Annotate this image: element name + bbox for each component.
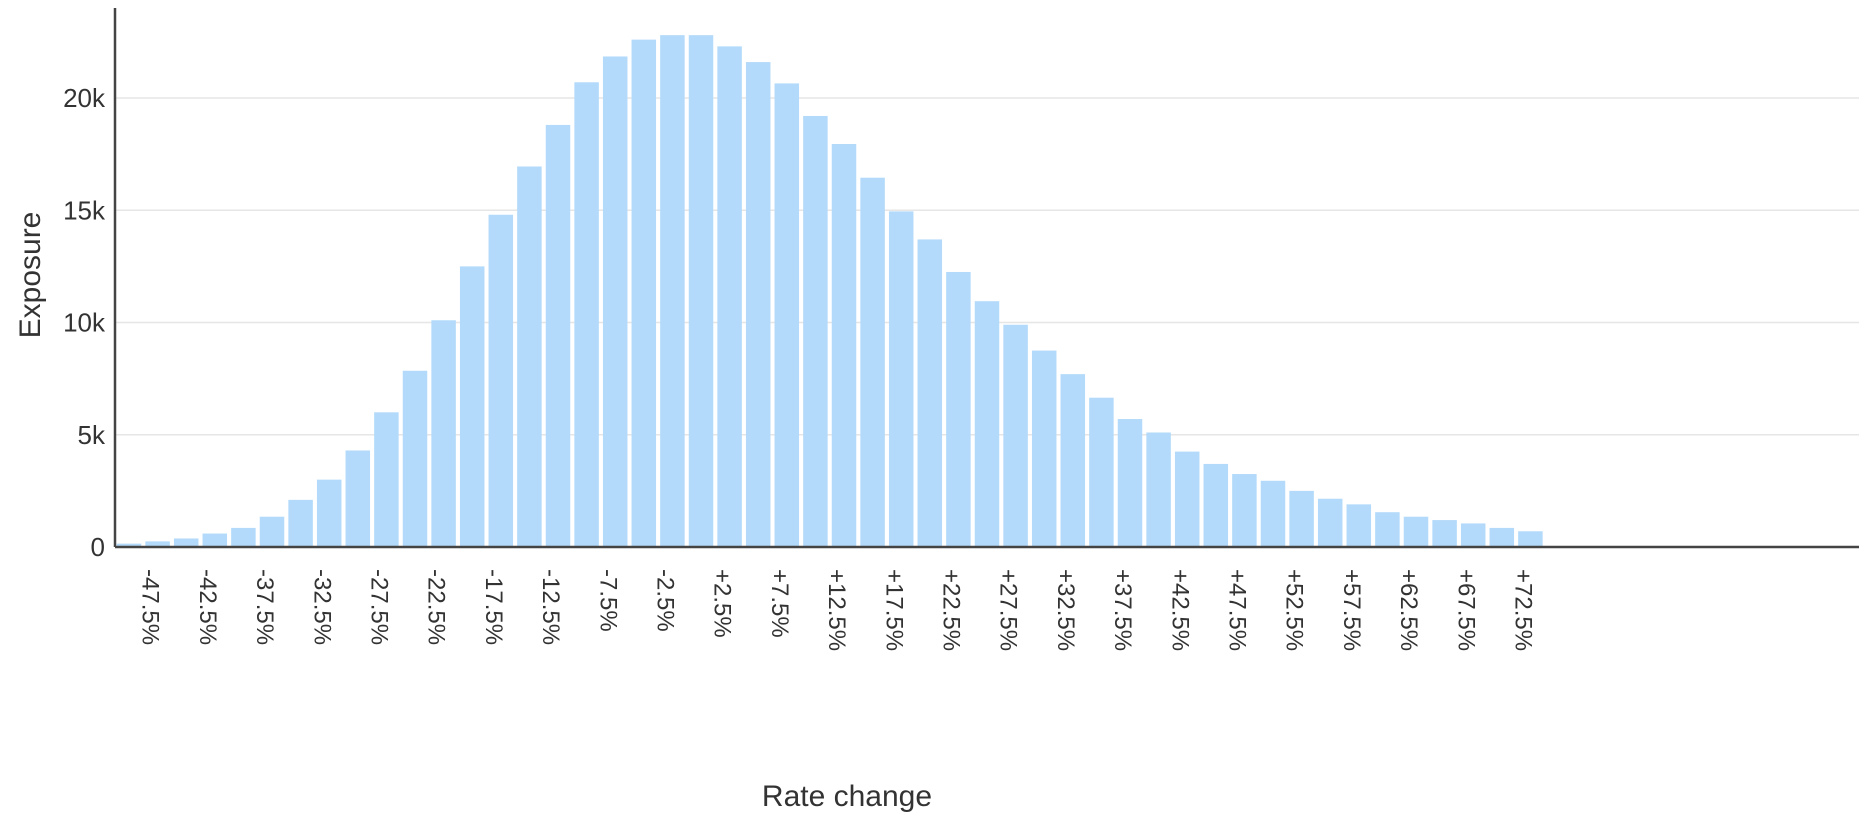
bar [345, 450, 371, 547]
bar [1174, 451, 1200, 547]
bar [145, 541, 170, 547]
bar [116, 543, 142, 547]
x-tick-label: +22.5% [937, 569, 964, 651]
bar [888, 211, 914, 547]
y-tick-label: 5k [78, 420, 106, 450]
bar [1289, 490, 1314, 547]
bar [545, 124, 571, 547]
x-tick-label: -12.5% [537, 569, 564, 645]
x-tick-label: +37.5% [1109, 569, 1136, 651]
bar [402, 370, 428, 547]
bar [431, 320, 456, 547]
y-tick-labels: 0 5k 10k 15k 20k [63, 83, 106, 562]
bar [1489, 527, 1515, 547]
bar [602, 56, 628, 547]
bar [860, 177, 885, 547]
bar [946, 271, 971, 547]
bar [459, 266, 485, 547]
x-tick-label: +57.5% [1338, 569, 1365, 651]
bar [1375, 512, 1400, 547]
bar [231, 527, 256, 547]
x-tick-label: +32.5% [1052, 569, 1079, 651]
x-tick-label: +52.5% [1281, 569, 1308, 651]
bar [803, 115, 828, 548]
x-tick-label: -32.5% [308, 569, 335, 645]
x-tick-label: +2.5% [709, 569, 736, 638]
x-tick-label: +17.5% [880, 569, 907, 651]
bars [116, 35, 1543, 548]
y-tick-label: 15k [63, 195, 106, 225]
x-tick-label: +42.5% [1166, 569, 1193, 651]
bar [1317, 498, 1343, 547]
bar [574, 82, 599, 547]
bar [202, 533, 228, 547]
x-tick-label: +12.5% [823, 569, 850, 651]
x-tick-label: -7.5% [594, 569, 621, 632]
bar [1260, 480, 1286, 547]
bar [1203, 463, 1229, 547]
bar [1346, 504, 1372, 547]
x-tick-label: -37.5% [251, 569, 278, 645]
y-tick-label: 0 [91, 532, 105, 562]
y-tick-label: 10k [63, 308, 106, 338]
bar [1031, 350, 1057, 547]
bar [660, 35, 685, 547]
x-tick-label: -47.5% [137, 569, 164, 645]
x-axis-title: Rate change [762, 780, 932, 813]
x-tick-labels: -47.5% -42.5% -37.5% -32.5% -27.5% -22.5% -17.… [137, 569, 1537, 651]
bar [688, 35, 714, 547]
bar [517, 166, 542, 547]
bar [631, 39, 657, 547]
bar [745, 62, 771, 547]
x-tick-label: +7.5% [766, 569, 793, 638]
bar [374, 412, 399, 547]
bar [1518, 531, 1543, 547]
bar [1403, 516, 1429, 547]
x-tick-label: +62.5% [1395, 569, 1422, 651]
bar [259, 516, 285, 547]
x-tick-label: +67.5% [1452, 569, 1479, 651]
bar [1003, 324, 1028, 547]
x-tick-label: -17.5% [480, 569, 507, 645]
x-tick-label: -2.5% [651, 569, 678, 632]
y-tick-label: 20k [63, 83, 106, 113]
bar [1089, 397, 1114, 547]
bar [1460, 523, 1486, 547]
bar [1117, 419, 1143, 547]
bar [917, 239, 943, 547]
x-tick-label: -22.5% [423, 569, 450, 645]
x-tick-label: -42.5% [194, 569, 221, 645]
bar [774, 83, 800, 547]
x-tick-label: +27.5% [995, 569, 1022, 651]
bar [1432, 520, 1457, 547]
bar [831, 144, 857, 547]
x-tick-label: -27.5% [365, 569, 392, 645]
bar [288, 499, 313, 547]
bar [1232, 474, 1257, 547]
bar [717, 46, 742, 548]
y-axis-title: Exposure [14, 212, 47, 339]
bar [173, 538, 199, 547]
bar [974, 301, 1000, 547]
x-tick-label: +72.5% [1509, 569, 1536, 651]
bar [316, 479, 342, 547]
bar [488, 214, 514, 548]
x-tick-label: +47.5% [1223, 569, 1250, 651]
bar [1060, 374, 1086, 547]
bar [1146, 432, 1171, 547]
